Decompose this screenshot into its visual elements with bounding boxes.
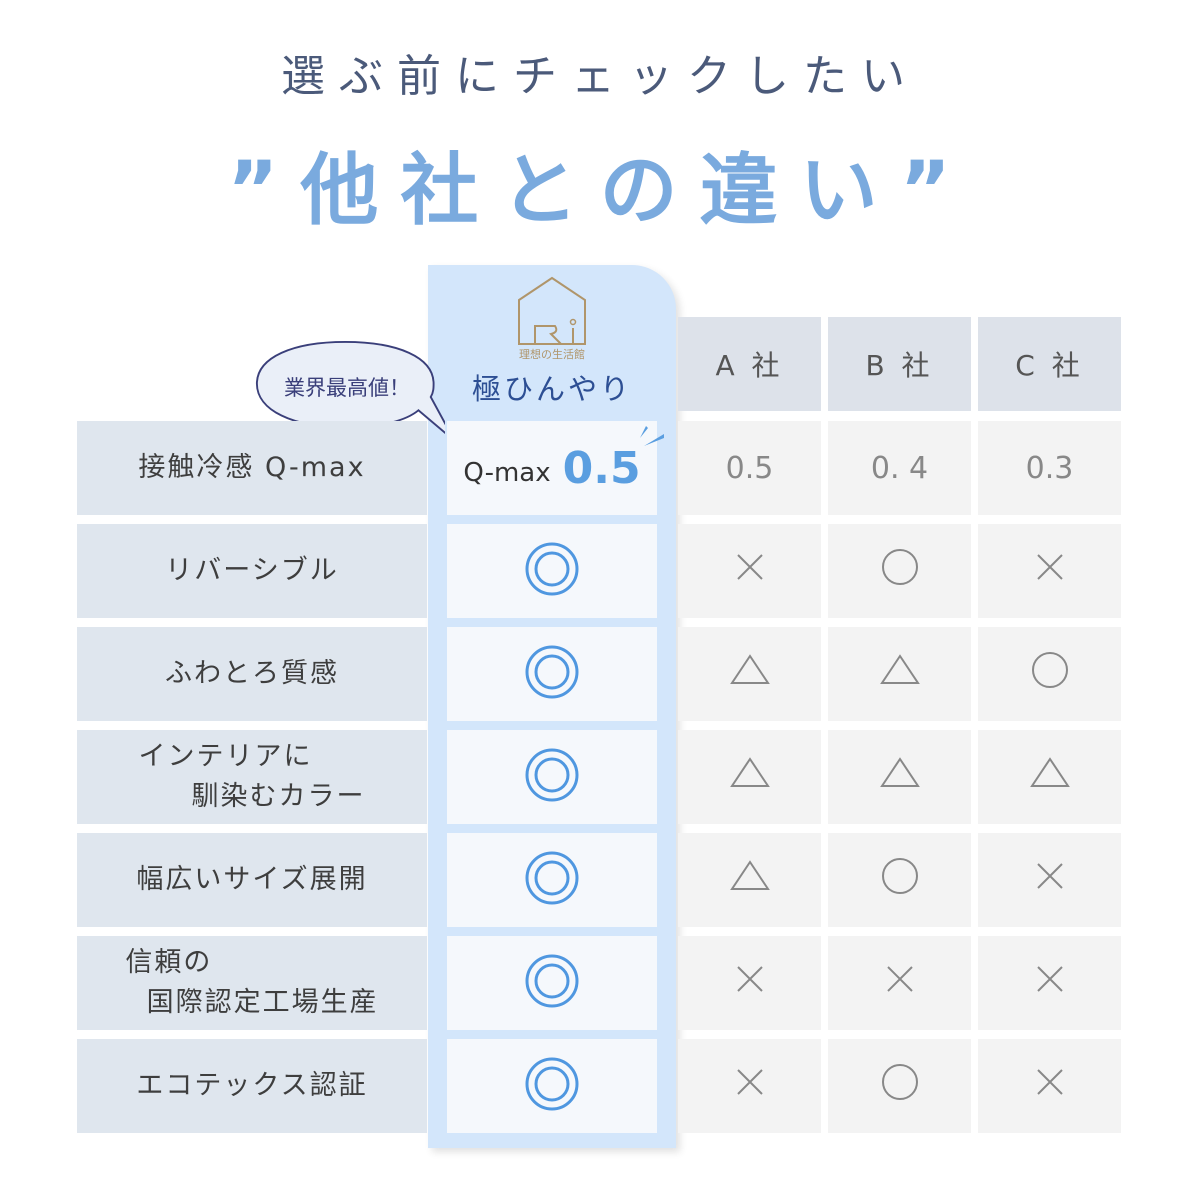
our-cell bbox=[447, 936, 657, 1030]
row-label: 幅広いサイズ展開 bbox=[77, 833, 427, 927]
competitor-cell: 0.5 bbox=[678, 421, 821, 515]
competitor-cell bbox=[678, 1039, 821, 1133]
double-circle-icon bbox=[524, 1056, 580, 1116]
cross-icon bbox=[1035, 861, 1065, 899]
competitor-cell bbox=[828, 730, 971, 824]
row-label: ふわとろ質感 bbox=[77, 627, 427, 721]
competitor-cell bbox=[828, 627, 971, 721]
triangle-icon bbox=[729, 653, 771, 695]
row-label: 信頼の 国際認定工場生産 bbox=[77, 936, 427, 1030]
cross-icon bbox=[1035, 552, 1065, 590]
double-circle-icon bbox=[524, 953, 580, 1013]
competitor-cell bbox=[978, 627, 1121, 721]
competitor-cell bbox=[678, 524, 821, 618]
our-qmax-cell: Q-max 0.5 bbox=[447, 421, 657, 515]
double-circle-icon bbox=[524, 644, 580, 704]
circle-icon bbox=[1030, 650, 1070, 698]
competitor-cell bbox=[978, 936, 1121, 1030]
our-cell bbox=[447, 833, 657, 927]
product-name: 極ひんやり bbox=[471, 372, 632, 406]
company-header: C 社 bbox=[978, 317, 1121, 411]
row-label: リバーシブル bbox=[77, 524, 427, 618]
row-label: インテリアに 馴染むカラー bbox=[77, 730, 427, 824]
row-label: エコテックス認証 bbox=[77, 1039, 427, 1133]
cross-icon bbox=[735, 552, 765, 590]
logo-text: 理想の生活館 bbox=[519, 348, 585, 361]
competitor-cell bbox=[828, 1039, 971, 1133]
competitor-cell bbox=[828, 524, 971, 618]
sparkle-icon bbox=[640, 426, 664, 446]
row-label: 接触冷感 Q-max bbox=[77, 421, 427, 515]
cross-icon bbox=[885, 964, 915, 1002]
qmax-value: 0.5 bbox=[562, 442, 641, 494]
cross-icon bbox=[735, 964, 765, 1002]
competitor-cell bbox=[678, 730, 821, 824]
competitor-cell bbox=[678, 627, 821, 721]
cross-icon bbox=[1035, 964, 1065, 1002]
competitor-cell bbox=[978, 524, 1121, 618]
double-circle-icon bbox=[524, 541, 580, 601]
triangle-icon bbox=[729, 859, 771, 901]
qmax-label: Q-max bbox=[463, 458, 551, 488]
page-title: ”他社との違い” bbox=[227, 146, 973, 236]
competitor-cell bbox=[978, 730, 1121, 824]
subtitle: 選ぶ前にチェックしたい bbox=[281, 51, 919, 102]
double-circle-icon bbox=[524, 850, 580, 910]
competitor-cell bbox=[978, 833, 1121, 927]
circle-icon bbox=[880, 547, 920, 595]
competitor-cell bbox=[678, 833, 821, 927]
our-cell bbox=[447, 627, 657, 721]
triangle-icon bbox=[1029, 756, 1071, 798]
circle-icon bbox=[880, 856, 920, 904]
cross-icon bbox=[735, 1067, 765, 1105]
house-logo-icon bbox=[518, 276, 586, 345]
our-cell bbox=[447, 1039, 657, 1133]
competitor-cell: 0. 4 bbox=[828, 421, 971, 515]
triangle-icon bbox=[729, 756, 771, 798]
triangle-icon bbox=[879, 653, 921, 695]
company-header: A 社 bbox=[678, 317, 821, 411]
competitor-cell bbox=[978, 1039, 1121, 1133]
competitor-cell bbox=[828, 936, 971, 1030]
our-cell bbox=[447, 730, 657, 824]
cross-icon bbox=[1035, 1067, 1065, 1105]
company-header: B 社 bbox=[828, 317, 971, 411]
competitor-cell bbox=[828, 833, 971, 927]
triangle-icon bbox=[879, 756, 921, 798]
competitor-cell: 0.3 bbox=[978, 421, 1121, 515]
competitor-cell bbox=[678, 936, 821, 1030]
double-circle-icon bbox=[524, 747, 580, 807]
circle-icon bbox=[880, 1062, 920, 1110]
badge-text: 業界最高値！ bbox=[284, 376, 410, 400]
our-cell bbox=[447, 524, 657, 618]
